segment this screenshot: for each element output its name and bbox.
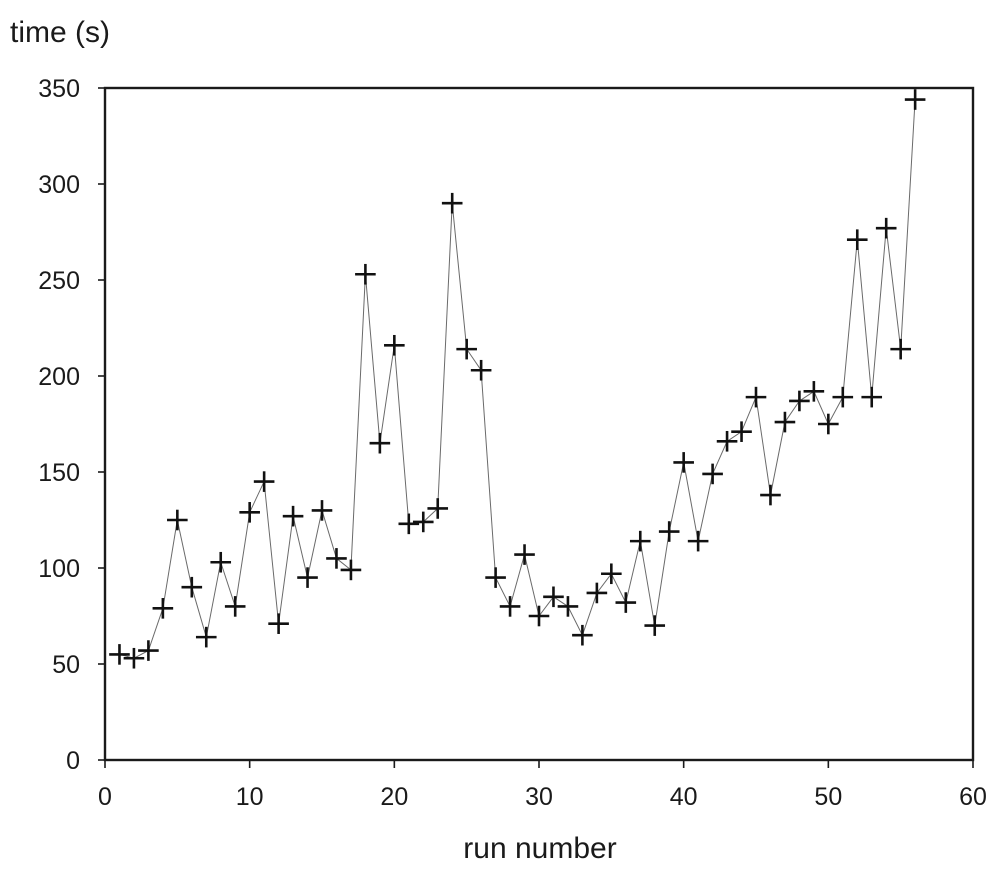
y-tick-label: 300 (38, 171, 80, 199)
data-point-marker (412, 511, 434, 533)
x-tick-label: 60 (959, 783, 987, 811)
data-point-marker (601, 563, 622, 585)
series-line (119, 99, 916, 659)
plot-frame (103, 86, 975, 762)
data-point-marker (789, 390, 810, 412)
data-point-marker (167, 509, 188, 531)
data-point-marker (355, 263, 376, 285)
data-point-marker (861, 386, 883, 408)
y-tick-label: 200 (38, 363, 80, 391)
x-axis-title: run number (463, 832, 616, 865)
data-point-marker (615, 592, 637, 613)
data-point-marker (760, 484, 781, 506)
x-tick-label: 0 (98, 783, 112, 811)
data-point-marker (485, 567, 506, 588)
data-point-marker (890, 338, 911, 360)
data-point-marker (384, 334, 405, 356)
data-point-marker (195, 626, 217, 648)
data-point-marker (528, 605, 550, 627)
data-point-marker (326, 548, 347, 569)
data-point-marker (181, 576, 203, 598)
data-point-marker (731, 421, 752, 442)
x-tick-label: 10 (236, 783, 264, 811)
y-tick-label: 0 (66, 747, 80, 775)
data-point-marker (268, 613, 289, 634)
data-point-marker (109, 644, 130, 665)
data-point-marker (282, 505, 304, 527)
data-point-marker (832, 386, 854, 408)
y-tick-label: 250 (38, 267, 80, 295)
data-point-marker (311, 500, 333, 521)
x-tick-label: 20 (380, 783, 408, 811)
data-point-marker (658, 521, 680, 542)
data-point-marker (441, 192, 463, 214)
data-point-marker (398, 513, 420, 535)
data-point-marker (456, 338, 477, 360)
data-point-marker (427, 498, 449, 519)
data-point-marker (297, 567, 318, 588)
data-point-marker (340, 559, 362, 581)
data-point-marker (210, 551, 232, 573)
y-tick-label: 150 (38, 459, 80, 487)
x-tick-label: 30 (525, 783, 553, 811)
x-tick-label: 40 (670, 783, 698, 811)
data-point-marker (904, 89, 926, 110)
data-point-marker (702, 463, 723, 485)
data-point-marker (224, 596, 246, 617)
data-point-marker (557, 596, 579, 617)
y-tick-label: 50 (52, 651, 80, 679)
data-point-marker (644, 615, 666, 636)
data-point-marker (543, 586, 564, 608)
y-tick-label: 350 (38, 75, 80, 103)
data-point-marker (586, 582, 608, 604)
y-axis-title: time (s) (10, 16, 110, 49)
data-point-marker (152, 598, 174, 619)
data-point-marker (499, 596, 521, 617)
data-point-marker (239, 502, 260, 523)
data-point-marker (846, 229, 868, 250)
data-point-marker (572, 624, 593, 646)
data-point-marker (629, 530, 651, 552)
data-point-marker (514, 544, 535, 565)
data-point-marker (716, 430, 738, 452)
data-point-marker (875, 217, 897, 239)
data-point-marker (673, 452, 694, 473)
data-point-marker (253, 471, 275, 492)
data-point-marker (138, 640, 159, 661)
x-tick-label: 50 (814, 783, 842, 811)
data-point-marker (774, 411, 796, 433)
y-tick-label: 100 (38, 555, 80, 583)
y-axis: 0 50 100 150 200 250 300 350 (38, 75, 105, 775)
data-point-marker (123, 647, 145, 669)
data-point-marker (687, 530, 709, 552)
data-point-marker (818, 413, 839, 435)
data-point-marker (745, 386, 767, 408)
data-series (109, 89, 926, 669)
x-axis: 0 10 20 30 40 50 60 (98, 760, 987, 811)
data-point-marker (803, 381, 825, 402)
data-point-marker (470, 359, 492, 381)
data-point-marker (369, 432, 391, 454)
